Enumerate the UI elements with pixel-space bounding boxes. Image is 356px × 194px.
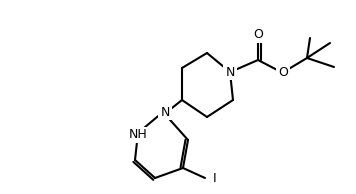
Text: NH: NH [129, 128, 147, 141]
Text: I: I [213, 171, 217, 184]
Text: O: O [253, 29, 263, 42]
Text: O: O [278, 67, 288, 80]
Text: N: N [225, 66, 235, 79]
Text: N: N [160, 106, 170, 119]
